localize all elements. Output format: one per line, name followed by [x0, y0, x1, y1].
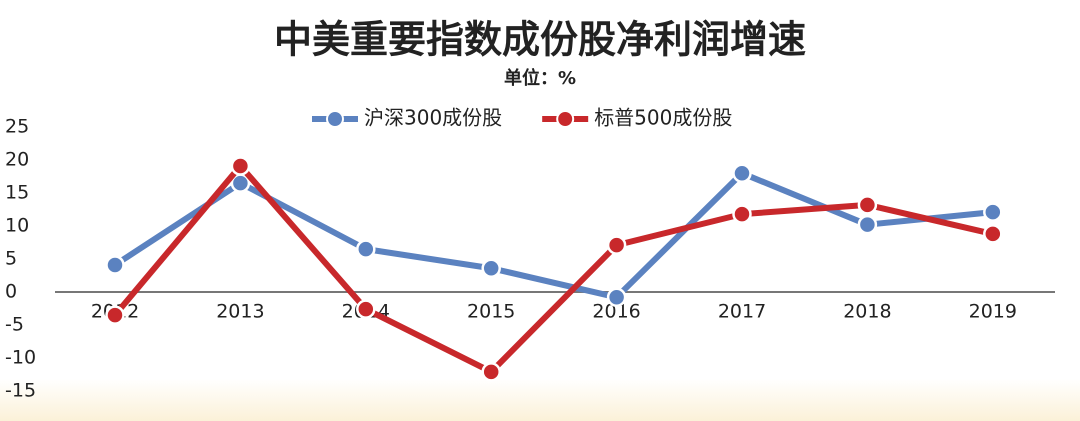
- data-point: [481, 258, 501, 278]
- legend-label: 沪深300成份股: [364, 106, 502, 130]
- y-tick-label: 5: [5, 248, 17, 270]
- x-tick-label: 2017: [718, 301, 766, 323]
- y-tick-label: 20: [5, 149, 29, 171]
- y-tick-label: -10: [5, 347, 36, 369]
- data-point: [606, 287, 627, 308]
- data-point: [356, 299, 376, 319]
- x-tick-label: 2016: [592, 301, 640, 323]
- legend-marker: [326, 110, 344, 128]
- x-tick-label: 2013: [216, 301, 264, 323]
- y-tick-label: 15: [5, 182, 29, 204]
- y-tick-label: -5: [5, 314, 24, 336]
- data-point: [857, 195, 878, 215]
- x-tick-label: 2018: [843, 301, 891, 323]
- data-point: [983, 224, 1003, 244]
- x-tick-label: 2015: [467, 301, 515, 323]
- y-tick-label: 10: [5, 215, 29, 237]
- y-tick-label: -15: [5, 380, 36, 402]
- y-tick-label: 0: [5, 281, 17, 303]
- data-point: [230, 156, 251, 176]
- data-point: [857, 214, 878, 235]
- data-point: [356, 239, 376, 259]
- data-point: [983, 202, 1003, 222]
- legend-label: 标普500成份股: [594, 106, 732, 130]
- data-point: [105, 305, 125, 325]
- data-point: [732, 163, 752, 183]
- data-point: [105, 255, 125, 275]
- y-tick-label: 25: [5, 116, 29, 138]
- data-point: [732, 204, 752, 224]
- legend-marker: [556, 110, 575, 128]
- data-point: [481, 362, 501, 382]
- chart-title: 中美重要指数成份股净利润增速: [274, 18, 806, 62]
- data-point: [606, 235, 627, 255]
- chart-subtitle: 单位：%: [504, 67, 576, 89]
- x-tick-label: 2019: [969, 301, 1017, 323]
- series-line: [112, 162, 994, 375]
